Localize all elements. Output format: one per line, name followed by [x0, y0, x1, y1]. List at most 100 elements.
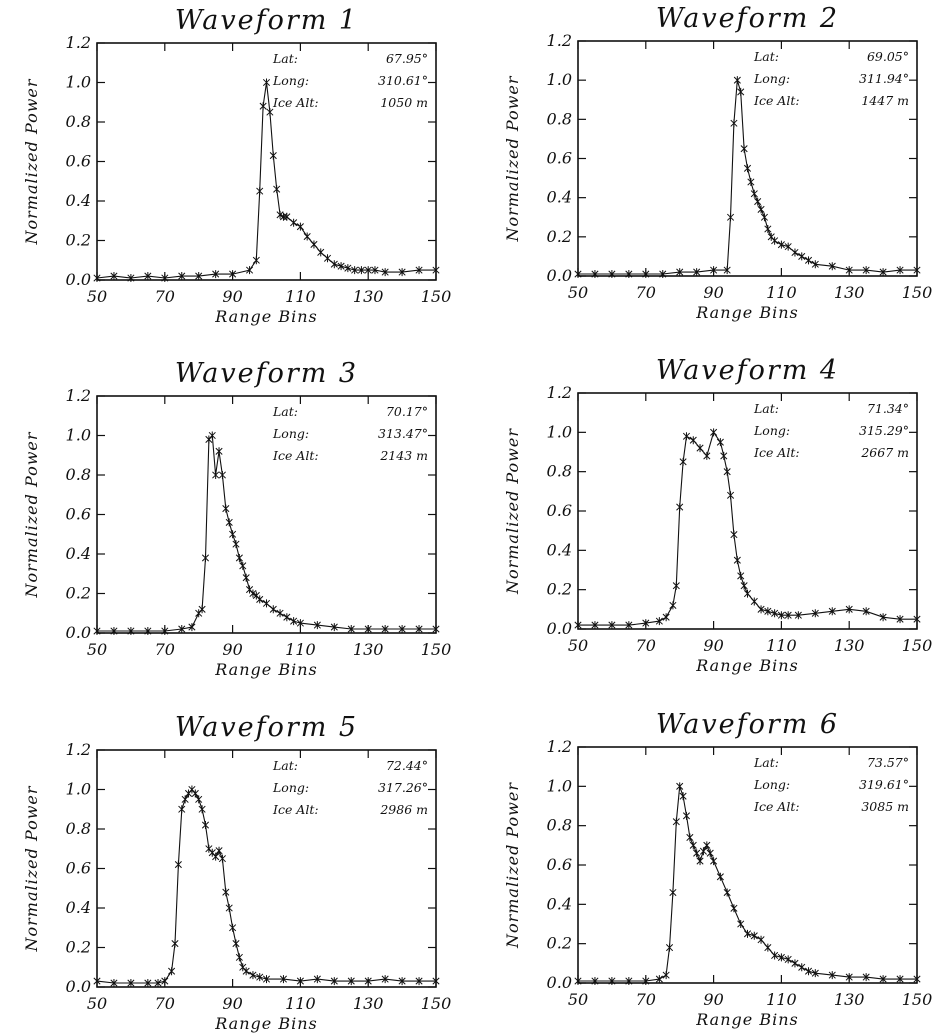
series-line — [578, 786, 917, 982]
data-point — [127, 979, 135, 988]
x-tick-label: 130 — [834, 990, 865, 1009]
waveform-6-chart: Waveform 6 0.0 0.2 0.4 0.6 0.8 1.0 1.2 50 70 90 110… — [503, 709, 932, 1029]
data-point — [178, 625, 186, 634]
chart-title: Waveform 5 — [175, 712, 358, 743]
x-tick-label: 110 — [285, 640, 316, 659]
x-tick-label: 70 — [636, 283, 656, 302]
annotation-value: 73.57° — [867, 755, 909, 770]
data-point — [669, 888, 677, 897]
data-point — [296, 977, 304, 986]
x-tick-label: 90 — [703, 283, 723, 302]
data-point — [686, 833, 694, 842]
data-point — [279, 975, 288, 984]
x-tick-label: 150 — [902, 990, 933, 1009]
data-point — [303, 232, 311, 241]
y-tick-label: 1.0 — [547, 422, 572, 441]
data-point — [845, 266, 853, 275]
data-point — [591, 977, 599, 986]
y-tick-label: 0.6 — [547, 501, 572, 520]
y-tick-label: 1.0 — [66, 73, 91, 92]
data-point — [726, 491, 735, 500]
y-tick-label: 0.0 — [547, 619, 572, 638]
y-tick-label: 1.2 — [547, 383, 572, 402]
y-tick-label: 0.6 — [547, 855, 572, 874]
data-point — [249, 971, 257, 980]
series-line — [96, 82, 436, 279]
y-tick-label: 1.2 — [547, 737, 572, 756]
x-tick-label: 110 — [766, 283, 797, 302]
annotation-label: Long: — [753, 777, 790, 792]
data-point — [415, 625, 423, 634]
data-point — [279, 212, 288, 221]
data-point — [290, 617, 298, 626]
x-tick-label: 50 — [87, 640, 107, 659]
data-point — [313, 975, 321, 984]
data-point — [201, 553, 210, 562]
y-tick-label: 1.2 — [547, 31, 572, 50]
data-point — [276, 210, 284, 219]
data-point — [310, 240, 318, 249]
x-tick-label: 150 — [421, 994, 452, 1013]
data-point — [161, 274, 169, 283]
data-point — [771, 236, 779, 245]
y-tick-label: 1.2 — [66, 386, 91, 405]
y-tick-label: 0.2 — [66, 584, 91, 603]
data-point — [740, 581, 748, 590]
data-point — [381, 268, 389, 277]
data-point — [574, 270, 582, 279]
annotation-value: 72.44° — [386, 758, 428, 773]
x-tick-label: 90 — [703, 636, 723, 655]
data-point — [784, 955, 792, 964]
data-point — [777, 611, 785, 620]
annotation-label: Ice Alt: — [272, 95, 319, 110]
y-tick-label: 0.6 — [66, 859, 91, 878]
data-point — [784, 611, 792, 620]
data-point — [330, 623, 338, 632]
data-point — [696, 857, 704, 866]
annotation-value: 1050 m — [380, 95, 428, 110]
series-line — [96, 788, 436, 984]
data-point — [672, 817, 680, 826]
data-point — [218, 471, 226, 479]
data-point — [127, 627, 135, 636]
data-point — [313, 621, 321, 630]
y-axis-label: Normalized Power — [503, 782, 522, 949]
y-tick-label: 0.8 — [66, 819, 91, 838]
data-point — [672, 581, 680, 590]
data-point — [750, 189, 758, 198]
data-point — [273, 185, 281, 194]
data-point — [215, 447, 223, 456]
chart-title: Waveform 4 — [656, 355, 839, 386]
data-point — [757, 605, 765, 614]
data-point — [625, 977, 633, 986]
data-point — [229, 530, 237, 539]
x-tick-label: 90 — [703, 990, 723, 1009]
data-point — [256, 973, 264, 982]
data-point — [710, 857, 718, 866]
data-point — [730, 119, 738, 128]
data-point — [242, 967, 250, 976]
data-point — [804, 256, 813, 265]
annotation-value: 70.17° — [386, 404, 428, 419]
data-point — [218, 854, 226, 863]
data-point — [232, 540, 240, 549]
data-point — [283, 212, 291, 221]
data-point — [212, 471, 220, 479]
data-point — [828, 262, 836, 271]
annotation-value: 315.29° — [859, 423, 909, 438]
data-point — [771, 951, 779, 960]
data-point — [764, 225, 772, 233]
y-tick-label: 0.4 — [547, 540, 572, 559]
annotation-label: Lat: — [272, 758, 298, 773]
data-point — [195, 272, 203, 281]
x-tick-label: 70 — [155, 640, 175, 659]
data-point — [381, 625, 389, 634]
y-tick-label: 0.4 — [547, 188, 572, 207]
data-point — [862, 266, 870, 275]
data-point — [682, 811, 691, 820]
data-point — [682, 432, 691, 441]
x-axis-label: Range Bins — [695, 1010, 798, 1029]
data-point — [862, 607, 870, 616]
x-tick-label: 90 — [222, 994, 242, 1013]
